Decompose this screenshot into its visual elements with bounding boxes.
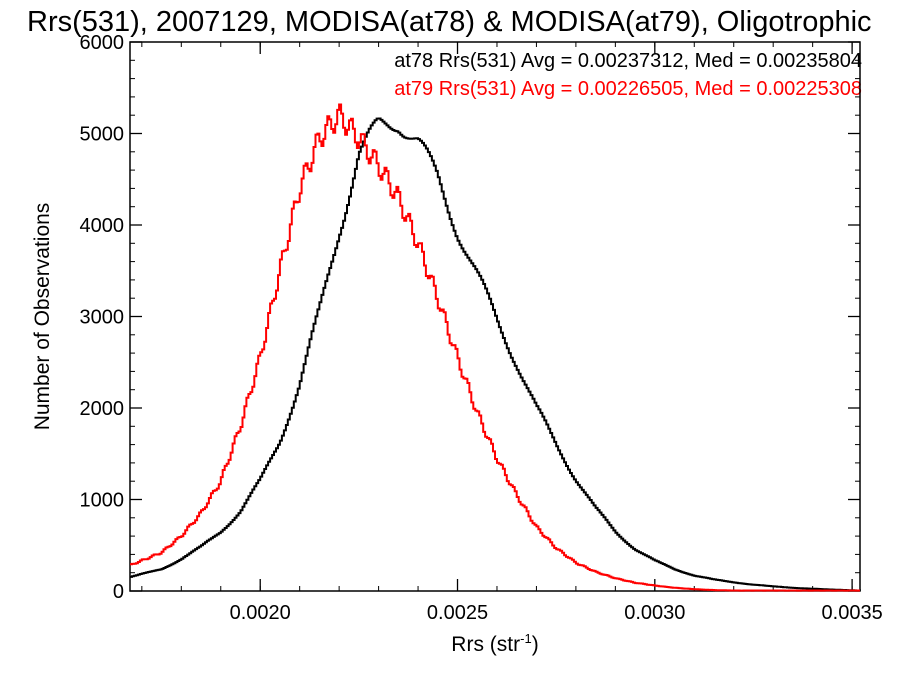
x-tick-label: 0.0020 bbox=[230, 602, 291, 624]
y-axis-label: Number of Observations bbox=[31, 203, 54, 431]
chart-title: Rrs(531), 2007129, MODISA(at78) & MODISA… bbox=[27, 6, 872, 38]
x-tick-label: 0.0030 bbox=[624, 602, 685, 624]
y-tick-label: 3000 bbox=[80, 307, 125, 329]
y-tick-label: 2000 bbox=[80, 398, 125, 420]
x-axis-label: Rrs (str-1) bbox=[451, 631, 538, 656]
y-tick-label: 5000 bbox=[80, 124, 125, 146]
y-tick-label: 1000 bbox=[80, 490, 125, 512]
y-tick-label: 4000 bbox=[80, 215, 125, 237]
legend-entry-at79: at79 Rrs(531) Avg = 0.00226505, Med = 0.… bbox=[394, 78, 862, 100]
legend-entry-at78: at78 Rrs(531) Avg = 0.00237312, Med = 0.… bbox=[394, 50, 862, 72]
y-tick-label: 0 bbox=[113, 581, 124, 603]
x-tick-label: 0.0035 bbox=[822, 602, 883, 624]
y-tick-label: 6000 bbox=[80, 32, 125, 54]
series-line-at78 bbox=[130, 117, 861, 592]
x-tick-label: 0.0025 bbox=[427, 602, 488, 624]
series-line-at79 bbox=[130, 103, 860, 592]
